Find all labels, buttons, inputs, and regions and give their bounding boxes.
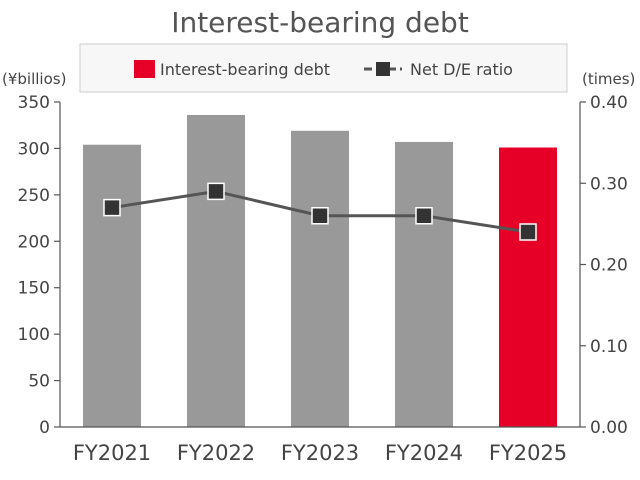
x-tick-label: FY2023 xyxy=(281,441,359,465)
y-right-unit: (times) xyxy=(582,70,635,88)
y-left-tick-label: 150 xyxy=(18,279,50,299)
chart-title: Interest-bearing debt xyxy=(171,6,469,39)
y-right-tick-label: 0.00 xyxy=(590,418,628,438)
x-tick-label: FY2022 xyxy=(177,441,255,465)
y-left-tick-label: 300 xyxy=(18,139,50,159)
y-right-tick-label: 0.40 xyxy=(590,93,628,113)
legend-swatch-debt xyxy=(134,60,155,78)
x-tick-label: FY2025 xyxy=(489,441,567,465)
bar-fy2023 xyxy=(291,130,349,428)
legend-box xyxy=(79,43,568,93)
y-left-tick-label: 100 xyxy=(18,325,50,345)
y-right-tick-label: 0.10 xyxy=(590,337,628,357)
y-left-tick-label: 0 xyxy=(39,418,50,438)
legend-label-ratio: Net D/E ratio xyxy=(410,60,513,79)
y-left-tick-label: 50 xyxy=(28,372,50,392)
x-tick-label: FY2021 xyxy=(73,441,151,465)
legend-label-debt: Interest-bearing debt xyxy=(160,60,330,79)
y-left-unit: (¥billios) xyxy=(2,70,66,88)
ratio-marker-fy2022 xyxy=(207,182,225,201)
ratio-marker-fy2023 xyxy=(311,207,329,225)
bar-fy2025 xyxy=(499,147,557,427)
y-left-tick-label: 350 xyxy=(18,93,50,113)
ratio-marker-fy2024 xyxy=(415,207,433,225)
y-left-tick-label: 200 xyxy=(18,232,50,252)
x-tick-label: FY2024 xyxy=(385,441,463,465)
bar-fy2021 xyxy=(83,144,141,427)
y-right-tick-label: 0.30 xyxy=(590,174,628,194)
y-left-tick-label: 250 xyxy=(18,186,50,206)
bar-fy2024 xyxy=(395,141,453,427)
y-right-tick-label: 0.20 xyxy=(590,256,628,276)
ratio-marker-fy2021 xyxy=(103,198,121,217)
bar-fy2022 xyxy=(187,115,245,427)
legend-marker-ratio xyxy=(376,62,390,76)
ratio-marker-fy2025 xyxy=(519,223,537,241)
